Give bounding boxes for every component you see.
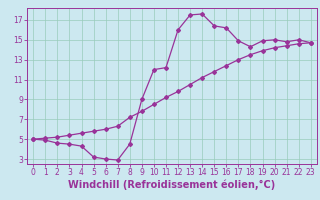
X-axis label: Windchill (Refroidissement éolien,°C): Windchill (Refroidissement éolien,°C)	[68, 180, 276, 190]
